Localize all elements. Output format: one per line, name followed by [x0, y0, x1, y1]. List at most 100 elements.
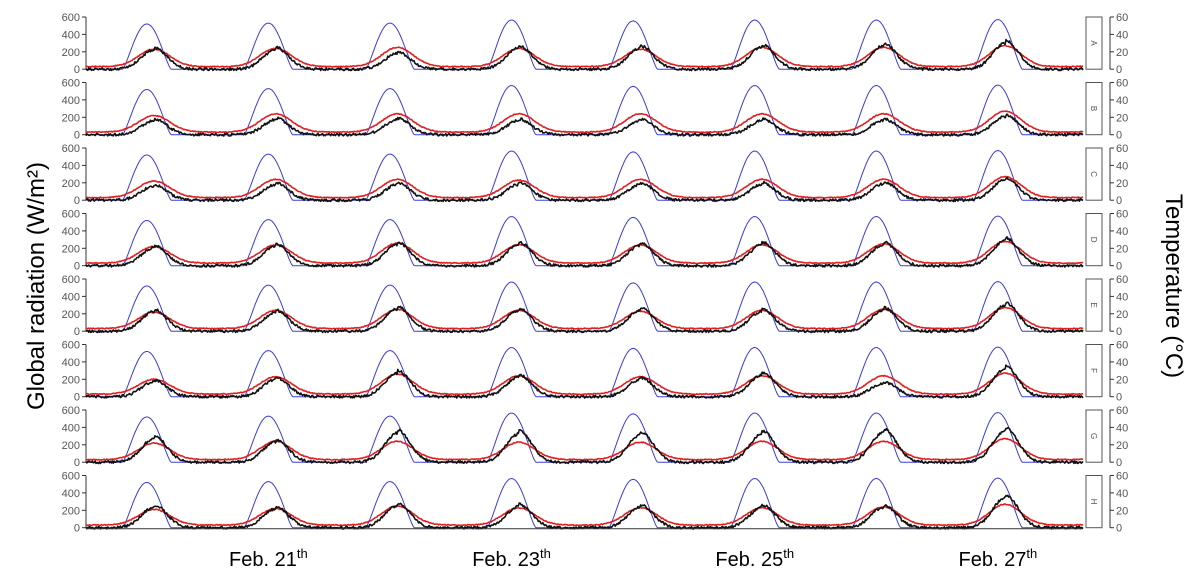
panel-F: 0 200 400 600 0 20 40 60 F	[62, 340, 1129, 404]
left-axis-title: Global radiation (W/m²)	[23, 162, 50, 410]
left-tick-label: 400	[62, 160, 80, 172]
right-tick-label: 0	[1116, 392, 1122, 404]
panel-strip-label: B	[1089, 106, 1098, 111]
left-tick-label: 400	[62, 422, 80, 434]
left-tick-label: 200	[62, 309, 80, 321]
right-tick-label: 40	[1116, 422, 1128, 434]
left-tick-label: 200	[62, 47, 80, 59]
right-tick-label: 0	[1116, 326, 1122, 338]
air-temperature-line-C	[85, 175, 1084, 199]
panel-D: 0 200 400 600 0 20 40 60 D	[62, 209, 1129, 273]
left-tick-label: 0	[74, 261, 80, 273]
left-tick-label: 200	[62, 243, 80, 255]
left-tick-label: 400	[62, 488, 80, 500]
left-tick-label: 400	[62, 29, 80, 41]
panel-strip	[1085, 82, 1103, 136]
date-label-feb-25: Feb. 25th	[715, 546, 794, 571]
right-tick-label: 20	[1116, 505, 1128, 517]
measured-temperature-line-E	[85, 301, 1084, 334]
right-tick-label: 0	[1116, 457, 1122, 469]
left-tick-label: 400	[62, 291, 80, 303]
measured-temperature-line-B	[85, 113, 1084, 137]
global-radiation-line-D	[86, 215, 1083, 267]
panel-strip-label: A	[1089, 40, 1098, 46]
panel-strip-label: C	[1089, 171, 1098, 177]
left-tick-label: 600	[62, 143, 80, 155]
global-radiation-line-E	[86, 281, 1083, 332]
left-tick-label: 0	[74, 195, 80, 207]
panel-strip-label: E	[1089, 302, 1098, 307]
left-tick-label: 600	[62, 209, 80, 221]
left-tick-label: 600	[62, 405, 80, 417]
panel-strip	[1085, 475, 1103, 529]
right-tick-label: 40	[1116, 29, 1128, 41]
left-tick-label: 600	[62, 471, 80, 483]
right-tick-label: 20	[1116, 374, 1128, 386]
right-axis-title: Temperature (°C)	[1160, 194, 1187, 378]
right-tick-label: 0	[1116, 130, 1122, 142]
air-temperature-line-B	[85, 110, 1084, 134]
panel-strip	[1085, 409, 1103, 463]
left-tick-label: 400	[62, 226, 80, 238]
right-tick-label: 60	[1116, 143, 1128, 155]
right-tick-label: 60	[1116, 12, 1128, 24]
global-radiation-line-C	[86, 150, 1083, 201]
panel-strip	[1085, 147, 1103, 201]
left-tick-label: 600	[62, 78, 80, 90]
left-tick-label: 400	[62, 357, 80, 369]
x-axis-date-labels: Feb. 21th Feb. 23th Feb. 25th Feb. 27th	[86, 528, 1083, 571]
right-tick-label: 60	[1116, 405, 1128, 417]
right-tick-label: 20	[1116, 47, 1128, 59]
measured-temperature-line-G	[85, 426, 1084, 465]
left-tick-label: 0	[74, 457, 80, 469]
global-radiation-line-G	[86, 412, 1083, 463]
air-temperature-line-H	[85, 503, 1084, 527]
panel-C: 0 200 400 600 0 20 40 60 C	[62, 143, 1129, 207]
panel-strip-label: D	[1089, 237, 1098, 243]
left-tick-label: 600	[62, 12, 80, 24]
date-label-feb-21: Feb. 21th	[229, 546, 308, 571]
right-tick-label: 0	[1116, 261, 1122, 273]
air-temperature-line-F	[85, 372, 1084, 396]
air-temperature-line-E	[86, 306, 1084, 330]
panel-strip	[1085, 16, 1103, 70]
left-tick-label: 400	[62, 95, 80, 107]
panel-G: 0 200 400 600 0 20 40 60 G	[62, 405, 1129, 469]
measured-temperature-line-A	[85, 38, 1084, 72]
right-tick-label: 60	[1116, 340, 1128, 352]
right-tick-label: 40	[1116, 357, 1128, 369]
global-radiation-line-F	[86, 346, 1083, 398]
air-temperature-line-D	[85, 240, 1084, 265]
left-tick-label: 600	[62, 340, 80, 352]
global-radiation-line-B	[86, 84, 1083, 136]
panel-strip-label: H	[1089, 499, 1098, 505]
panel-strip	[1085, 278, 1103, 332]
right-tick-label: 40	[1116, 95, 1128, 107]
left-tick-label: 200	[62, 374, 80, 386]
left-tick-label: 0	[74, 64, 80, 76]
right-tick-label: 20	[1116, 243, 1128, 255]
right-tick-label: 40	[1116, 291, 1128, 303]
panels-layer: 02004006000204060A02004006000204060B0200…	[62, 12, 1129, 535]
measured-temperature-line-H	[85, 494, 1084, 530]
right-tick-label: 40	[1116, 160, 1128, 172]
right-tick-label: 60	[1116, 471, 1128, 483]
right-tick-label: 40	[1116, 488, 1128, 500]
right-tick-label: 60	[1116, 209, 1128, 221]
right-tick-label: 0	[1116, 523, 1122, 535]
left-tick-label: 0	[74, 523, 80, 535]
left-tick-label: 200	[62, 112, 80, 124]
measured-temperature-line-D	[85, 236, 1084, 268]
date-label-feb-27: Feb. 27th	[959, 546, 1038, 571]
right-tick-label: 20	[1116, 309, 1128, 321]
panel-strip	[1085, 213, 1103, 267]
panel-B: 0 200 400 600 0 20 40 60 B	[62, 78, 1129, 142]
right-tick-label: 0	[1116, 64, 1122, 76]
panel-H: 0 200 400 600 0 20 40 60 H	[62, 471, 1129, 535]
left-tick-label: 0	[74, 392, 80, 404]
panel-strip-label: F	[1089, 368, 1098, 373]
panel-strip	[1085, 344, 1103, 398]
right-tick-label: 20	[1116, 112, 1128, 124]
